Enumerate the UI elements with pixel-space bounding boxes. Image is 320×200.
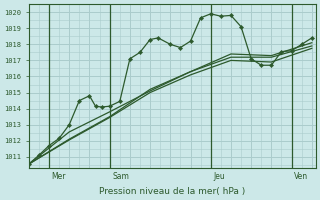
Text: Jeu: Jeu: [213, 172, 225, 181]
Text: Ven: Ven: [294, 172, 308, 181]
Text: Mer: Mer: [52, 172, 66, 181]
X-axis label: Pression niveau de la mer( hPa ): Pression niveau de la mer( hPa ): [99, 187, 245, 196]
Text: Sam: Sam: [112, 172, 129, 181]
